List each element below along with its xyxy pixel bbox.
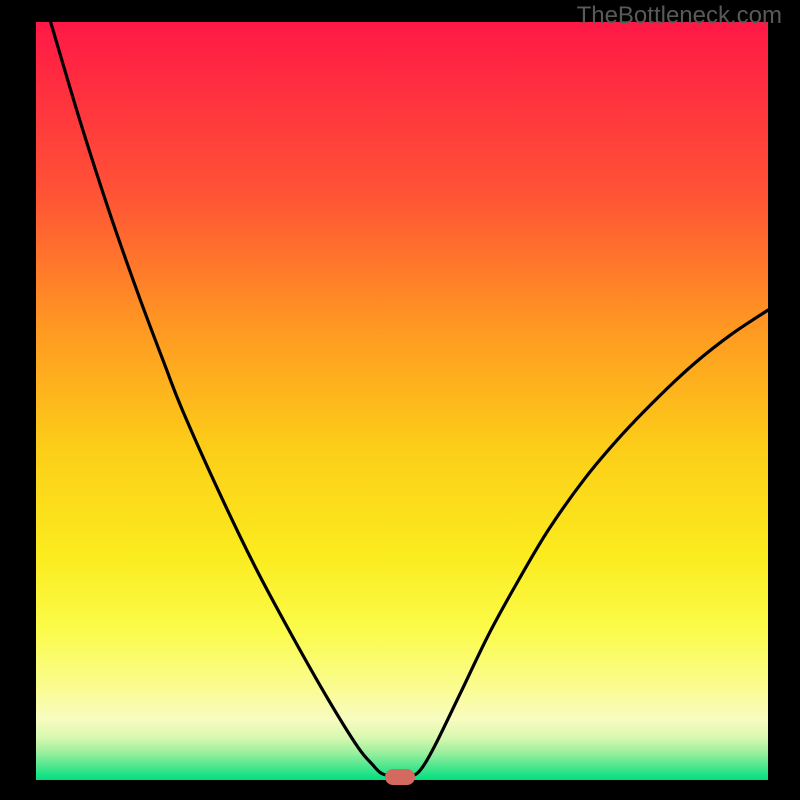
performance-curve: [51, 22, 768, 777]
curve-svg: [36, 22, 768, 780]
chart-stage: TheBottleneck.com: [0, 0, 800, 800]
credit-label: TheBottleneck.com: [577, 2, 782, 30]
plot-area: [36, 22, 768, 780]
optimal-marker: [385, 769, 415, 785]
